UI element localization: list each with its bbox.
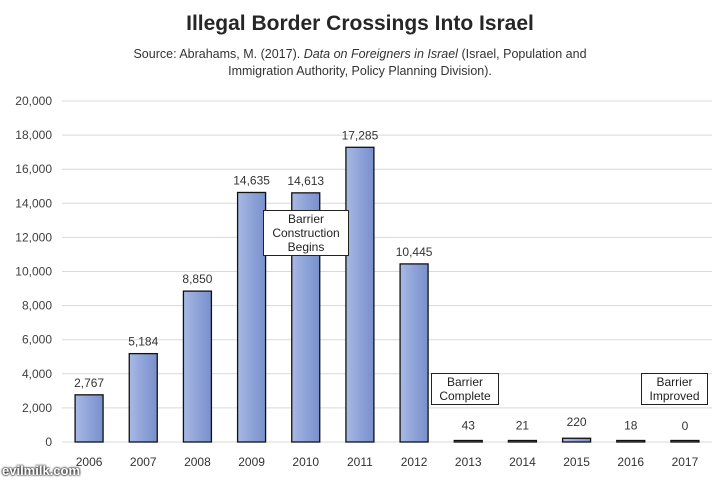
- x-tick-label: 2016: [617, 455, 644, 469]
- bar-2012: [399, 263, 429, 443]
- y-tick-label: 20,000: [15, 94, 52, 108]
- data-label: 2,767: [74, 376, 104, 390]
- y-tick-label: 14,000: [15, 196, 52, 210]
- data-label: 14,613: [287, 174, 324, 188]
- annotation-line: Construction: [272, 226, 340, 240]
- subtitle-prefix: Source: Abrahams, M. (2017).: [133, 47, 301, 61]
- annotation-line: Complete: [439, 389, 491, 403]
- annotation-line: Barrier: [287, 212, 324, 226]
- annotation-barrier-complete: Barrier Complete: [431, 373, 499, 405]
- annotation-line: Barrier: [446, 375, 483, 389]
- bar-2008: [182, 290, 213, 443]
- data-label: 0: [682, 419, 689, 433]
- watermark: evilmilk.com: [2, 463, 81, 478]
- y-tick-label: 18,000: [15, 128, 52, 142]
- y-tick-label: 10,000: [15, 265, 52, 279]
- data-label: 43: [462, 418, 476, 432]
- x-tick-label: 2012: [401, 455, 428, 469]
- y-tick-label: 16,000: [15, 162, 52, 176]
- subtitle-suffix: (Israel, Population and Immigration Auth…: [228, 47, 587, 78]
- data-label: 14,635: [233, 173, 270, 187]
- chart-subtitle: Source: Abrahams, M. (2017). Data on For…: [110, 46, 610, 80]
- x-tick-label: 2006: [76, 455, 103, 469]
- x-tick-label: 2015: [563, 455, 590, 469]
- annotation-line: Barrier: [656, 375, 693, 389]
- bar-2007: [128, 352, 158, 443]
- data-label: 220: [567, 415, 587, 429]
- bar-2014: [507, 439, 538, 443]
- data-label: 5,184: [128, 335, 158, 349]
- y-tick-label: 12,000: [15, 230, 52, 244]
- x-tick-label: 2009: [238, 455, 265, 469]
- chart-title: Illegal Border Crossings Into Israel: [186, 12, 534, 35]
- x-tick-label: 2013: [455, 455, 482, 469]
- bar-2016: [616, 439, 646, 443]
- data-label: 18: [624, 419, 638, 433]
- x-tick-label: 2017: [672, 455, 699, 469]
- y-tick-label: 6,000: [22, 333, 52, 347]
- data-label: 21: [516, 419, 530, 433]
- x-tick-label: 2010: [292, 455, 319, 469]
- data-label: 17,285: [342, 128, 379, 142]
- y-tick-label: 2,000: [22, 401, 52, 415]
- annotation-construction-begins: Barrier Construction Begins: [263, 210, 349, 256]
- y-tick-label: 4,000: [22, 367, 52, 381]
- y-tick-label: 0: [45, 435, 52, 449]
- bar-2006: [74, 394, 104, 443]
- y-tick-label: 8,000: [22, 299, 52, 313]
- subtitle-italic: Data on Foreigners in Israel: [303, 47, 458, 61]
- bar-2013: [453, 439, 483, 443]
- data-label: 8,850: [182, 272, 212, 286]
- bar-2009: [236, 191, 267, 443]
- data-label: 10,445: [396, 245, 433, 259]
- x-tick-label: 2007: [130, 455, 157, 469]
- annotation-barrier-improved: Barrier Improved: [641, 373, 708, 405]
- bar-2017: [670, 439, 700, 443]
- x-tick-label: 2008: [184, 455, 211, 469]
- x-tick-label: 2011: [347, 455, 373, 469]
- bar-2011: [345, 146, 375, 443]
- annotation-line: Begins: [287, 240, 325, 254]
- annotation-line: Improved: [649, 389, 700, 403]
- x-tick-label: 2014: [509, 455, 536, 469]
- bar-2015: [561, 437, 592, 443]
